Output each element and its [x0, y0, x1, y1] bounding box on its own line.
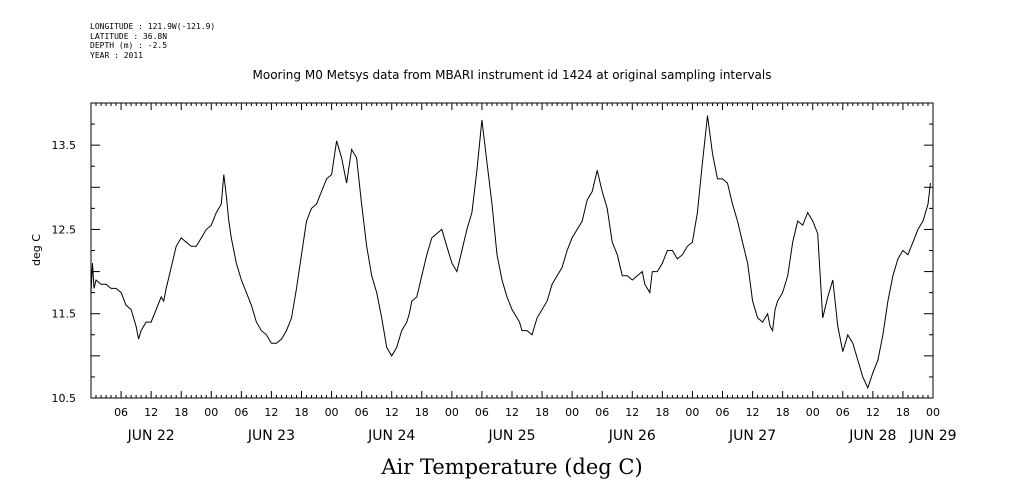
x-tick-label: 06	[475, 406, 489, 419]
x-tick-label: 12	[264, 406, 278, 419]
date-label: JUN 29	[908, 428, 956, 444]
x-tick-label: 06	[836, 406, 850, 419]
longitude-text: LONGITUDE : 121.9W(-121.9)	[90, 22, 216, 31]
x-tick-label: 00	[926, 406, 940, 419]
date-label: JUN 24	[367, 428, 415, 444]
x-tick-label: 18	[535, 406, 549, 419]
x-tick-label: 18	[415, 406, 429, 419]
x-tick-label: 12	[625, 406, 639, 419]
x-tick-label: 06	[716, 406, 730, 419]
x-tick-label: 00	[445, 406, 459, 419]
x-tick-label: 18	[776, 406, 790, 419]
x-tick-label: 06	[114, 406, 128, 419]
x-tick-label: 00	[806, 406, 820, 419]
x-tick-label: 06	[595, 406, 609, 419]
x-tick-label: 18	[295, 406, 309, 419]
x-tick-label: 00	[204, 406, 218, 419]
date-label: JUN 22	[127, 428, 175, 444]
year-text: YEAR : 2011	[90, 50, 143, 60]
y-axis-label: deg C	[30, 234, 43, 266]
x-tick-label: 18	[896, 406, 910, 419]
x-axis-label: Air Temperature (deg C)	[380, 455, 642, 479]
y-tick-label: 10.5	[52, 392, 77, 405]
latitude-text: LATITUDE : 36.8N	[90, 31, 168, 41]
date-label: JUN 25	[487, 428, 535, 444]
metadata-block: LONGITUDE : 121.9W(-121.9) LATITUDE : 36…	[90, 22, 215, 60]
x-tick-label: 00	[685, 406, 699, 419]
x-tick-labels: 06 12 18 00 06 12 18 00 06 12 18 00 06 12 18 00 06 12 18 00…	[114, 406, 940, 419]
y-tick-label: 11.5	[52, 308, 77, 321]
series-line	[90, 115, 931, 390]
x-tick-label: 06	[355, 406, 369, 419]
plot-frame	[90, 102, 934, 399]
x-tick-label: 18	[174, 406, 188, 419]
date-label: JUN 23	[247, 428, 295, 444]
date-label: JUN 28	[848, 428, 896, 444]
x-tick-label: 00	[565, 406, 579, 419]
chart-title: Mooring M0 Metsys data from MBARI instru…	[253, 68, 772, 82]
y-tick-label: 13.5	[52, 139, 77, 152]
x-tick-label: 06	[234, 406, 248, 419]
x-tick-label: 18	[655, 406, 669, 419]
x-tick-label: 12	[505, 406, 519, 419]
x-tick-label: 00	[325, 406, 339, 419]
x-tick-label: 12	[746, 406, 760, 419]
depth-text: DEPTH (m) : -2.5	[90, 41, 168, 50]
date-label: JUN 26	[608, 428, 656, 444]
date-labels: JUN 22 JUN 23 JUN 24 JUN 25 JUN 26 JUN 27 JUN …	[127, 428, 957, 444]
x-tick-label: 12	[866, 406, 880, 419]
axis-ticks	[90, 102, 934, 399]
y-tick-label: 12.5	[52, 223, 77, 236]
date-label: JUN 27	[728, 428, 776, 444]
x-tick-label: 12	[144, 406, 158, 419]
x-tick-label: 12	[385, 406, 399, 419]
y-tick-labels: 10.5 11.5 12.5 13.5	[52, 139, 77, 405]
